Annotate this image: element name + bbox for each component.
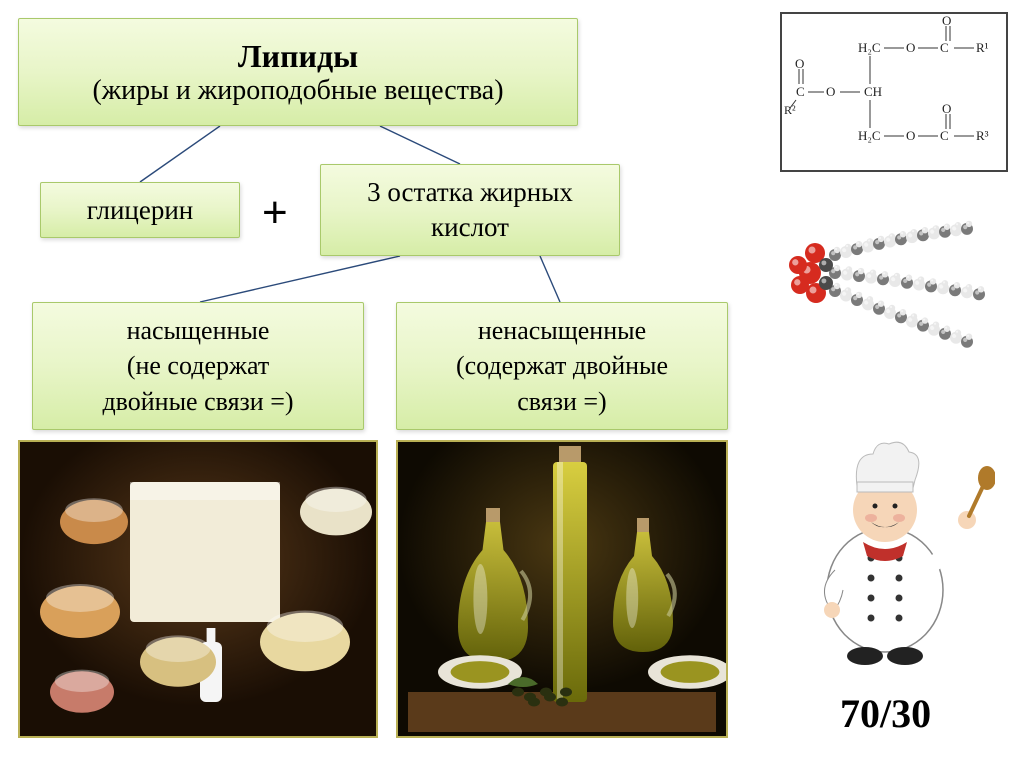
title-sub: (жиры и жироподобные вещества) [92, 75, 503, 107]
title-main: Липиды [238, 38, 358, 75]
svg-text:O: O [942, 101, 951, 116]
svg-text:R²: R² [784, 103, 796, 117]
svg-text:C: C [940, 128, 949, 143]
svg-text:CH: CH [864, 84, 882, 99]
svg-text:O: O [906, 40, 915, 55]
svg-text:C: C [940, 40, 949, 55]
triglyceride-formula: H₂C O C O R¹ CH O C O R² H₂C O C O [780, 12, 1008, 172]
component-fatty-acids: 3 остатка жирных кислот [320, 164, 620, 256]
branch-saturated: насыщенные (не содержат двойные связи =) [32, 302, 364, 430]
plus-sign: + [262, 188, 288, 238]
sat-line2: (не содержат [127, 348, 269, 383]
sat-line1: насыщенные [127, 313, 270, 348]
branch-unsaturated: ненасыщенные (содержат двойные связи =) [396, 302, 728, 430]
chef-illustration [785, 430, 995, 670]
unsat-line2: (содержат двойные [456, 348, 668, 383]
sat-line3: двойные связи =) [102, 384, 293, 419]
ratio-label: 70/30 [840, 690, 931, 737]
photo-saturated-fats [18, 440, 378, 738]
molecule-model [780, 195, 1005, 355]
unsat-line1: ненасыщенные [478, 313, 646, 348]
svg-text:H₂C: H₂C [858, 40, 881, 55]
svg-text:R³: R³ [976, 128, 989, 143]
title-box: Липиды (жиры и жироподобные вещества) [18, 18, 578, 126]
glycerin-label: глицерин [87, 195, 193, 226]
svg-text:R¹: R¹ [976, 40, 989, 55]
svg-text:O: O [795, 56, 804, 71]
photo-unsaturated-fats [396, 440, 728, 738]
svg-text:H₂C: H₂C [858, 128, 881, 143]
svg-text:O: O [826, 84, 835, 99]
svg-text:O: O [906, 128, 915, 143]
svg-text:O: O [942, 14, 951, 28]
unsat-line3: связи =) [517, 384, 606, 419]
component-glycerin: глицерин [40, 182, 240, 238]
svg-text:C: C [796, 84, 805, 99]
fatty-acids-label: 3 остатка жирных кислот [331, 175, 609, 245]
